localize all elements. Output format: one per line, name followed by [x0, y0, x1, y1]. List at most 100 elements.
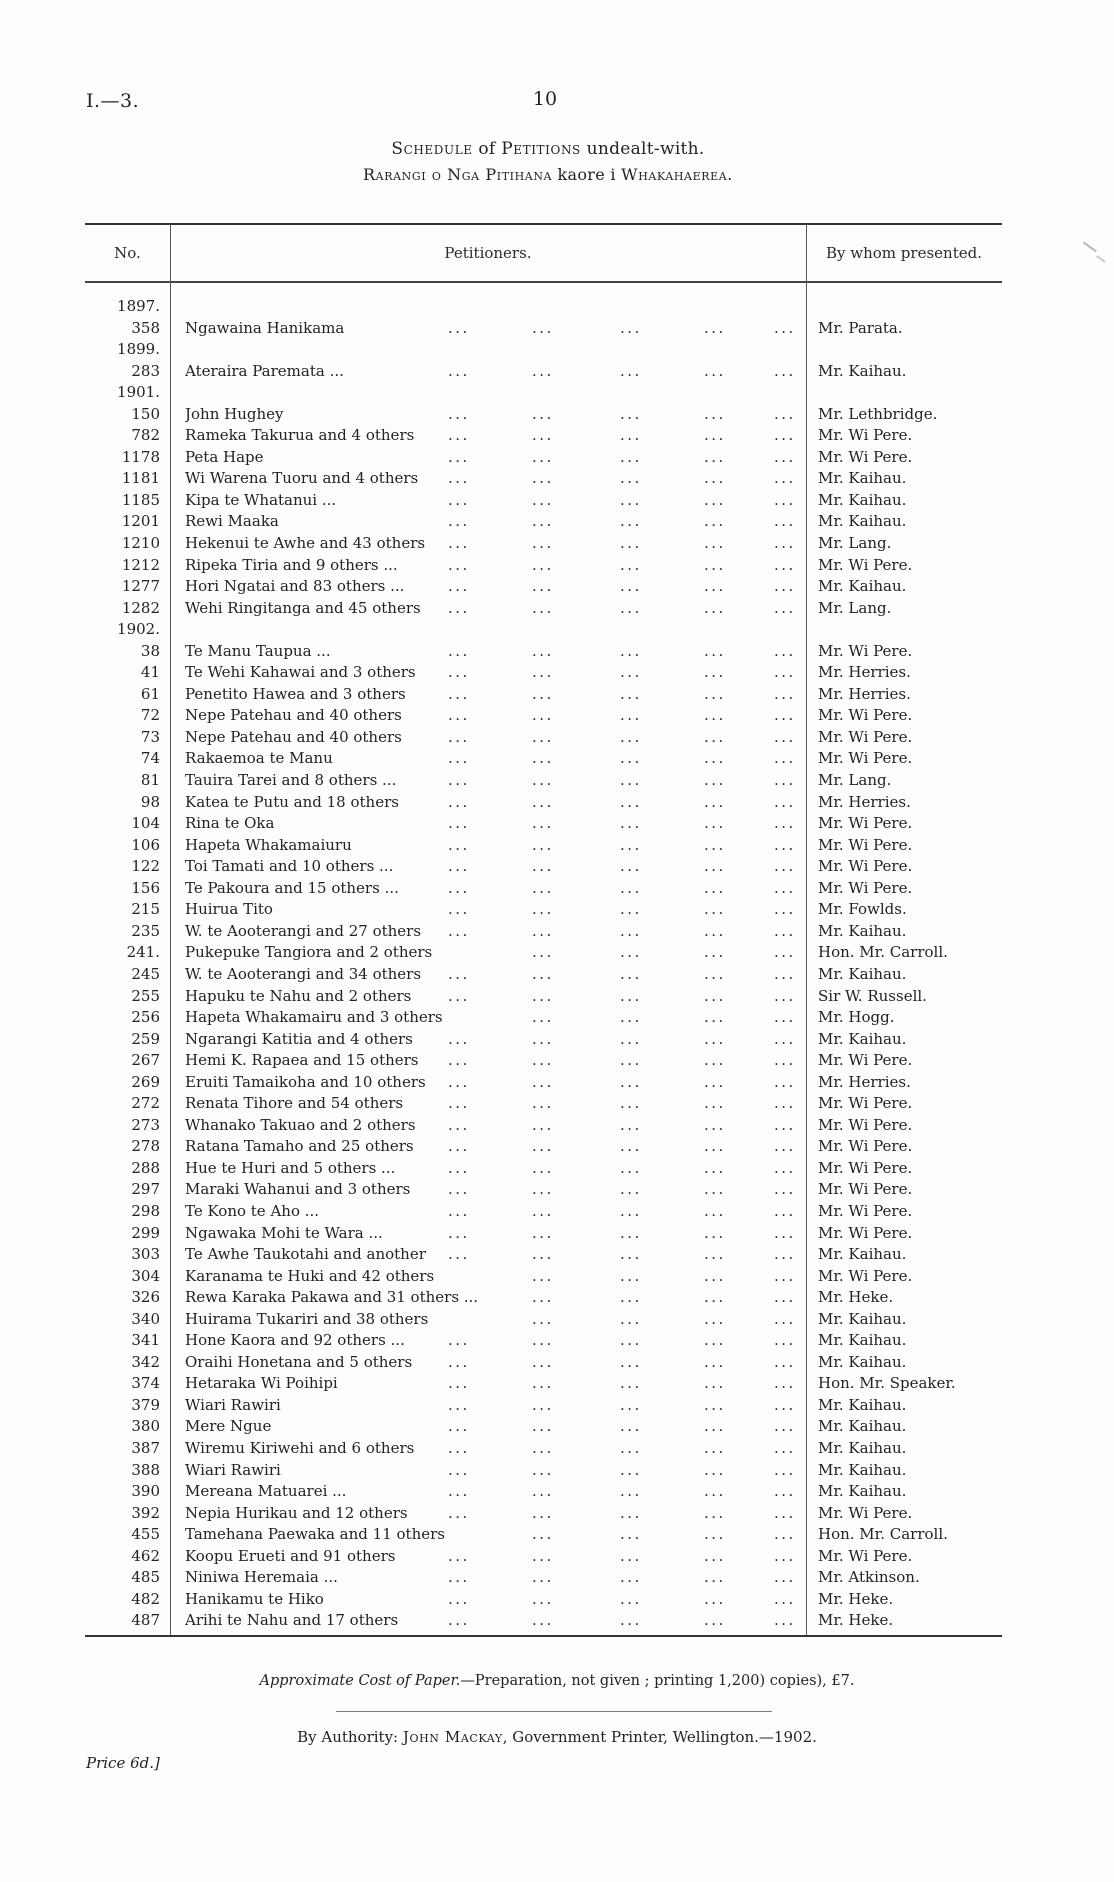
row-number: 1277 — [121, 577, 160, 596]
petitioner-name: Te Wehi Kahawai and 3 others — [185, 663, 416, 682]
row-presented-by: Mr. Wi Pere. — [818, 1094, 913, 1113]
row-number: 299 — [131, 1223, 160, 1242]
table-row: 326 Rewa Karaka Pakawa and 31 others ....… — [85, 1287, 1002, 1309]
petitioner-name: W. te Aooterangi and 34 others — [185, 964, 422, 983]
dot-leader: ... — [704, 1029, 726, 1048]
row-presented-by: Mr. Lang. — [818, 534, 892, 553]
row-petitioner: Wehi Ringitanga and 45 others...........… — [185, 598, 803, 620]
row-presented-by: Mr. Herries. — [818, 684, 911, 703]
row-presented-by: Mr. Wi Pere. — [818, 641, 913, 660]
dot-leader: ... — [448, 1158, 470, 1177]
dot-leader: ... — [620, 1266, 642, 1285]
row-number: 106 — [131, 835, 160, 854]
dot-leader: ... — [532, 1438, 554, 1457]
dot-leader: ... — [448, 857, 470, 876]
row-presented-by: Mr. Wi Pere. — [818, 1137, 913, 1156]
row-number: 388 — [131, 1460, 160, 1479]
row-petitioner: Wiremu Kiriwehi and 6 others............… — [185, 1438, 803, 1460]
dot-leader: ... — [774, 512, 796, 531]
dot-leader: ... — [774, 555, 796, 574]
dot-leader: ... — [774, 1482, 796, 1501]
dot-leader: ... — [774, 1525, 796, 1544]
dot-leader: ... — [774, 1072, 796, 1091]
table-row: 156 Te Pakoura and 15 others ............… — [85, 878, 1002, 900]
dot-leader: ... — [774, 426, 796, 445]
dot-leader: ... — [448, 900, 470, 919]
dot-leader: ... — [774, 1008, 796, 1027]
dot-leader: ... — [620, 469, 642, 488]
dot-leader: ... — [774, 1417, 796, 1436]
dot-leader: ... — [774, 749, 796, 768]
row-presented-by: Mr. Hogg. — [818, 1008, 895, 1027]
table-row: 342 Oraihi Honetana and 5 others.........… — [85, 1352, 1002, 1374]
row-number: 390 — [131, 1482, 160, 1501]
petitioner-name: Hue te Huri and 5 others ... — [185, 1158, 396, 1177]
table-row: 41 Te Wehi Kahawai and 3 others..........… — [85, 662, 1002, 684]
petitioner-name: Ateraira Paremata ... — [185, 361, 344, 380]
dot-leader: ... — [704, 490, 726, 509]
row-year: 1899. — [117, 340, 160, 359]
row-number: 235 — [131, 921, 160, 940]
dot-leader: ... — [704, 771, 726, 790]
dot-leader: ... — [774, 964, 796, 983]
row-presented-by: Mr. Kaihau. — [818, 1460, 907, 1479]
column-divider-right — [806, 225, 807, 1635]
table-row: 259 Ngarangi Katitia and 4 others........… — [85, 1029, 1002, 1051]
petitioner-name: Rewi Maaka — [185, 512, 279, 531]
row-number: 342 — [131, 1352, 160, 1371]
dot-leader: ... — [448, 534, 470, 553]
row-number: 387 — [131, 1438, 160, 1457]
row-presented-by: Mr. Kaihau. — [818, 490, 907, 509]
row-presented-by: Mr. Fowlds. — [818, 900, 907, 919]
dot-leader: ... — [532, 1503, 554, 1522]
dot-leader: ... — [620, 792, 642, 811]
dot-leader: ... — [704, 1482, 726, 1501]
row-number: 462 — [131, 1546, 160, 1565]
row-petitioner: W. te Aooterangi and 34 others..........… — [185, 964, 803, 986]
row-number: 272 — [131, 1094, 160, 1113]
dot-leader: ... — [532, 1546, 554, 1565]
petitioner-name: Ripeka Tiria and 9 others ... — [185, 555, 398, 574]
dot-leader: ... — [532, 857, 554, 876]
dot-leader: ... — [704, 469, 726, 488]
row-number: 245 — [131, 964, 160, 983]
dot-leader: ... — [532, 1180, 554, 1199]
dot-leader: ... — [620, 641, 642, 660]
table-row: 388 Wiari Rawiri............... Mr. Kaihau… — [85, 1460, 1002, 1482]
petitioner-name: Ngawaina Hanikama — [185, 318, 345, 337]
row-petitioner: John Hughey............... — [185, 404, 803, 426]
dot-leader: ... — [532, 318, 554, 337]
dot-leader: ... — [532, 469, 554, 488]
dot-leader: ... — [774, 835, 796, 854]
dot-leader: ... — [774, 1331, 796, 1350]
dot-leader: ... — [620, 447, 642, 466]
petitioner-name: Peta Hape — [185, 447, 264, 466]
row-petitioner: Rameka Takurua and 4 others.............… — [185, 425, 803, 447]
row-number: 1181 — [121, 469, 160, 488]
table-row: 1178 Peta Hape............... Mr. Wi Pere. — [85, 447, 1002, 469]
dot-leader: ... — [774, 771, 796, 790]
dot-leader: ... — [620, 814, 642, 833]
dot-leader: ... — [620, 1438, 642, 1457]
row-petitioner: Hemi K. Rapaea and 15 others............… — [185, 1050, 803, 1072]
dot-leader: ... — [774, 361, 796, 380]
row-petitioner: Eruiti Tamaikoha and 10 others..........… — [185, 1072, 803, 1094]
row-petitioner: Ripeka Tiria and 9 others ..............… — [185, 555, 803, 577]
dot-leader: ... — [774, 534, 796, 553]
title-word-whakahaerea: Whakahaerea. — [621, 165, 733, 184]
row-number: 297 — [131, 1180, 160, 1199]
row-presented-by: Mr. Heke. — [818, 1589, 894, 1608]
dot-leader: ... — [774, 727, 796, 746]
dot-leader: ... — [774, 943, 796, 962]
dot-leader: ... — [448, 663, 470, 682]
row-presented-by: Mr. Wi Pere. — [818, 1546, 913, 1565]
dot-leader: ... — [704, 1417, 726, 1436]
table-row: 1212 Ripeka Tiria and 9 others ..........… — [85, 555, 1002, 577]
row-number: 1201 — [121, 512, 160, 531]
dot-leader: ... — [620, 1503, 642, 1522]
dot-leader: ... — [448, 1503, 470, 1522]
dot-leader: ... — [448, 404, 470, 423]
column-divider-left — [170, 225, 171, 1635]
table-row: 273 Whanako Takuao and 2 others..........… — [85, 1115, 1002, 1137]
table-row: 297 Maraki Wahanui and 3 others..........… — [85, 1179, 1002, 1201]
